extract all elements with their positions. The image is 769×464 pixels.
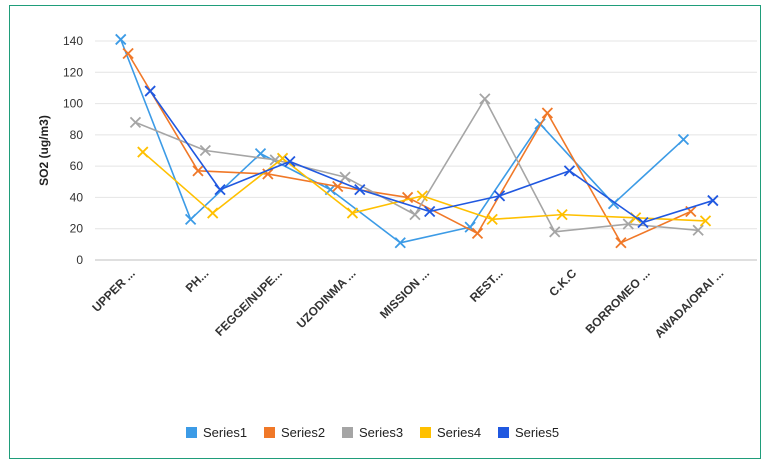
- series-4-point: [137, 146, 149, 158]
- legend-label-5: Series5: [515, 425, 559, 440]
- x-tick-label: MISSION ...: [377, 266, 432, 321]
- series-4-point: [416, 190, 428, 202]
- y-tick-label: 20: [70, 222, 84, 236]
- legend-label-4: Series4: [437, 425, 481, 440]
- series-5-point: [707, 194, 719, 207]
- series-4-point: [346, 207, 359, 219]
- series-3-point: [549, 226, 561, 238]
- y-tick-label: 80: [70, 128, 84, 142]
- series-1-point: [394, 237, 406, 249]
- x-tick-label: FEGGE/NUPE...: [212, 266, 285, 339]
- series-line-5: [149, 90, 714, 224]
- x-tick-label: UPPER ...: [89, 266, 138, 315]
- legend-swatch-5: [498, 427, 509, 438]
- series-5-point: [563, 165, 576, 177]
- series-4-point: [556, 208, 568, 221]
- series-3-point: [409, 208, 421, 221]
- x-tick-label: PH...: [183, 266, 212, 295]
- series-3-point: [692, 224, 704, 236]
- series-5-point: [424, 205, 436, 218]
- series-5-point: [493, 190, 506, 202]
- series-2-point: [541, 107, 554, 119]
- series-3-point: [479, 93, 491, 105]
- series-5-point: [144, 85, 156, 97]
- series-1-point: [184, 213, 197, 225]
- series-5-point: [637, 216, 649, 229]
- series-2-point: [615, 237, 627, 249]
- legend-swatch-1: [186, 427, 197, 438]
- series-1-point: [677, 133, 690, 146]
- y-tick-label: 60: [70, 159, 84, 173]
- legend-label-1: Series1: [203, 425, 247, 440]
- series-2-point: [122, 47, 134, 60]
- series-line-1: [119, 39, 684, 244]
- series-5-point: [284, 155, 296, 168]
- series-3-point: [129, 116, 142, 128]
- legend-label-2: Series2: [281, 425, 325, 440]
- y-axis-title: SO2 (ug/m3): [37, 115, 51, 186]
- x-tick-label: UZODINMA ...: [294, 266, 359, 331]
- series-2-point: [332, 180, 344, 193]
- series-4-point: [486, 213, 498, 225]
- y-tick-label: 120: [63, 65, 83, 79]
- series-5-point: [354, 183, 366, 196]
- x-tick-label: C.K.C: [546, 266, 579, 299]
- series-1-point: [115, 33, 127, 46]
- legend-swatch-3: [342, 427, 353, 438]
- series-2-point: [262, 168, 274, 180]
- y-tick-label: 0: [76, 253, 83, 267]
- legend-swatch-4: [420, 427, 431, 438]
- series-2-point: [471, 227, 484, 240]
- series-4-point: [276, 152, 289, 164]
- legend-swatch-2: [264, 427, 275, 438]
- series-5-point: [214, 183, 226, 196]
- series-3-point: [339, 171, 351, 183]
- y-tick-label: 140: [63, 34, 83, 48]
- series-3-point: [199, 144, 211, 157]
- y-tick-label: 40: [70, 190, 84, 204]
- x-tick-label: BORROMEO ...: [583, 266, 653, 336]
- series-4-point: [207, 207, 219, 219]
- legend-label-3: Series3: [359, 425, 403, 440]
- series-4-point: [699, 215, 712, 227]
- series-2-point: [192, 165, 204, 177]
- x-tick-label: REST...: [467, 266, 506, 305]
- x-tick-label: AWADA/ORAI ...: [652, 266, 726, 340]
- y-tick-label: 100: [63, 97, 83, 111]
